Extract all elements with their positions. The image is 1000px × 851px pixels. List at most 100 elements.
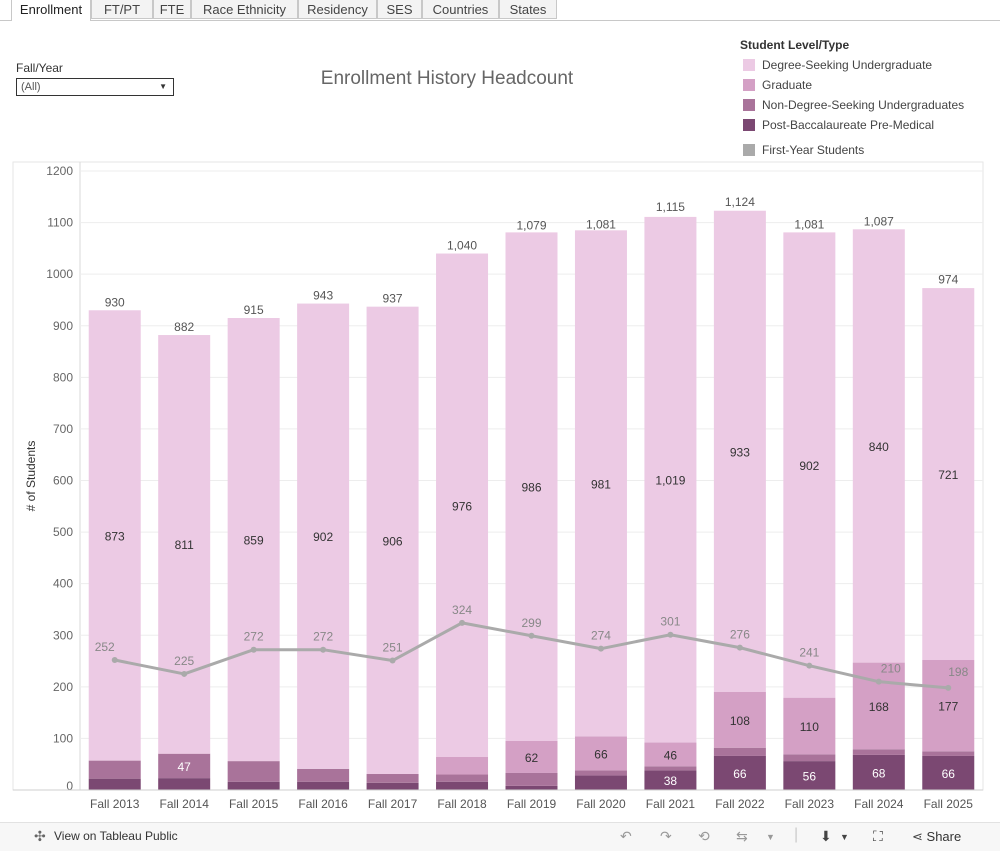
total-label: 930	[105, 295, 125, 309]
download-dropdown-icon[interactable]: ▼	[840, 832, 849, 842]
first-year-label: 241	[799, 646, 819, 660]
data-label-graduate: 177	[938, 700, 958, 714]
bar-segment-degree-seeking-undergraduate	[88, 310, 141, 761]
total-label: 1,079	[516, 218, 546, 232]
bar-segment-degree-seeking-undergraduate	[297, 303, 350, 769]
dropdown-value: (All)	[21, 81, 41, 93]
legend-item-post-bacc[interactable]: Post-Baccalaureate Pre-Medical	[740, 118, 990, 138]
x-tick-label: Fall 2021	[646, 797, 696, 811]
bar-segment-degree-seeking-undergraduate	[783, 232, 836, 698]
bar-segment-degree-seeking-undergraduate	[366, 306, 419, 775]
x-tick-label: Fall 2024	[854, 797, 904, 811]
data-label-post-baccalaureate-pre-medical: 38	[664, 774, 678, 788]
legend-title: Student Level/Type	[740, 38, 850, 52]
redo-icon[interactable]: ↷	[660, 828, 672, 844]
bar-segment-post-baccalaureate-pre-medical	[505, 785, 558, 790]
total-label: 915	[244, 303, 264, 317]
bar-segment-degree-seeking-undergraduate	[574, 230, 627, 737]
dashboard-tab-bar: Enrollment FT/PT FTE Race Ethnicity Resi…	[0, 0, 1000, 21]
tab-fte[interactable]: FTE	[153, 0, 191, 19]
bar-segment-post-baccalaureate-pre-medical	[783, 761, 836, 790]
total-label: 974	[938, 273, 958, 287]
data-label-post-baccalaureate-pre-medical: 66	[733, 767, 747, 781]
tab-ft-pt[interactable]: FT/PT	[91, 0, 153, 19]
bar-segment-non-degree-seeking-undergraduates	[922, 751, 975, 756]
x-tick-label: Fall 2022	[715, 797, 765, 811]
share-button[interactable]: ⋖ Share	[912, 829, 961, 845]
first-year-point	[320, 646, 327, 653]
legend-item-first-year[interactable]: First-Year Students	[740, 143, 990, 163]
x-tick-label: Fall 2019	[507, 797, 557, 811]
bar-segment-non-degree-seeking-undergraduates	[713, 747, 766, 756]
legend-label: Graduate	[762, 78, 813, 92]
y-tick-label: 600	[53, 474, 73, 488]
y-tick-label: 400	[53, 577, 73, 591]
share-label: Share	[926, 829, 962, 844]
first-year-point	[528, 632, 535, 639]
bar-segment-graduate	[436, 756, 489, 775]
download-icon[interactable]: ⬇	[820, 828, 832, 844]
chart-title: Enrollment History Headcount	[320, 68, 574, 89]
total-label: 943	[313, 289, 333, 303]
bar-segment-non-degree-seeking-undergraduates	[783, 754, 836, 762]
legend-swatch	[743, 59, 755, 71]
tab-race-ethnicity[interactable]: Race Ethnicity	[191, 0, 298, 19]
refresh-icon[interactable]: ⇆	[736, 828, 748, 844]
tab-states[interactable]: States	[499, 0, 557, 19]
tab-ses[interactable]: SES	[377, 0, 422, 19]
view-on-tableau-link[interactable]: ✣ View on Tableau Public	[34, 828, 178, 844]
bar-segment-post-baccalaureate-pre-medical	[713, 755, 766, 790]
first-year-label: 251	[383, 641, 403, 655]
data-label-graduate: 66	[594, 747, 608, 761]
legend-item-degree-seeking[interactable]: Degree-Seeking Undergraduate	[740, 58, 990, 78]
legend-item-non-degree[interactable]: Non-Degree-Seeking Undergraduates	[740, 98, 990, 118]
legend-swatch	[743, 119, 755, 131]
data-label-graduate: 108	[730, 714, 750, 728]
bar-segment-non-degree-seeking-undergraduates	[158, 753, 211, 779]
x-tick-label: Fall 2014	[160, 797, 210, 811]
fullscreen-icon[interactable]: ⛶	[873, 828, 883, 844]
bar-segment-degree-seeking-undergraduate	[922, 288, 975, 661]
first-year-point	[736, 644, 743, 651]
y-tick-label: 200	[53, 680, 73, 694]
revert-icon[interactable]: ⟲	[698, 828, 710, 844]
first-year-label: 301	[660, 615, 680, 629]
bar-segment-post-baccalaureate-pre-medical	[574, 775, 627, 790]
tab-enrollment[interactable]: Enrollment	[11, 0, 91, 21]
undo-icon[interactable]: ↶	[620, 828, 632, 844]
first-year-point	[667, 631, 674, 638]
bar-segment-post-baccalaureate-pre-medical	[436, 781, 489, 790]
data-label-degree-seeking-undergraduate: 933	[730, 445, 750, 459]
bar-segment-degree-seeking-undergraduate	[505, 232, 558, 741]
bar-segment-degree-seeking-undergraduate	[852, 229, 905, 663]
tableau-logo-icon: ✣	[34, 828, 46, 844]
y-tick-label: 900	[53, 319, 73, 333]
data-label-degree-seeking-undergraduate: 859	[244, 534, 264, 548]
y-axis-label: # of Students	[24, 441, 38, 512]
data-label-degree-seeking-undergraduate: 906	[383, 534, 403, 548]
y-tick-label: 700	[53, 422, 73, 436]
fall-year-dropdown[interactable]: (All) ▼	[16, 78, 174, 96]
data-label-degree-seeking-undergraduate: 976	[452, 499, 472, 513]
tab-countries[interactable]: Countries	[422, 0, 499, 19]
bar-segment-graduate	[644, 742, 697, 767]
data-label-degree-seeking-undergraduate: 840	[869, 440, 889, 454]
dropdown-arrow-icon[interactable]: ▼	[159, 82, 167, 91]
data-label-degree-seeking-undergraduate: 902	[313, 530, 333, 544]
data-label-non-degree-seeking-undergraduates: 47	[178, 760, 192, 774]
bar-segment-degree-seeking-undergraduate	[227, 318, 280, 762]
total-label: 882	[174, 320, 194, 334]
data-label-degree-seeking-undergraduate: 986	[521, 481, 541, 495]
y-tick-label: 1200	[46, 164, 73, 178]
bar-segment-graduate	[505, 740, 558, 773]
legend-item-graduate[interactable]: Graduate	[740, 78, 990, 98]
data-label-graduate: 62	[525, 751, 539, 765]
data-label-degree-seeking-undergraduate: 811	[175, 538, 194, 552]
tab-residency[interactable]: Residency	[298, 0, 377, 19]
x-tick-label: Fall 2013	[90, 797, 140, 811]
bar-segment-degree-seeking-undergraduate	[644, 216, 697, 743]
filter-label: Fall/Year	[16, 61, 63, 75]
x-tick-label: Fall 2017	[368, 797, 418, 811]
refresh-dropdown-icon[interactable]: ▼	[766, 832, 775, 842]
y-tick-label: 0	[66, 779, 73, 793]
